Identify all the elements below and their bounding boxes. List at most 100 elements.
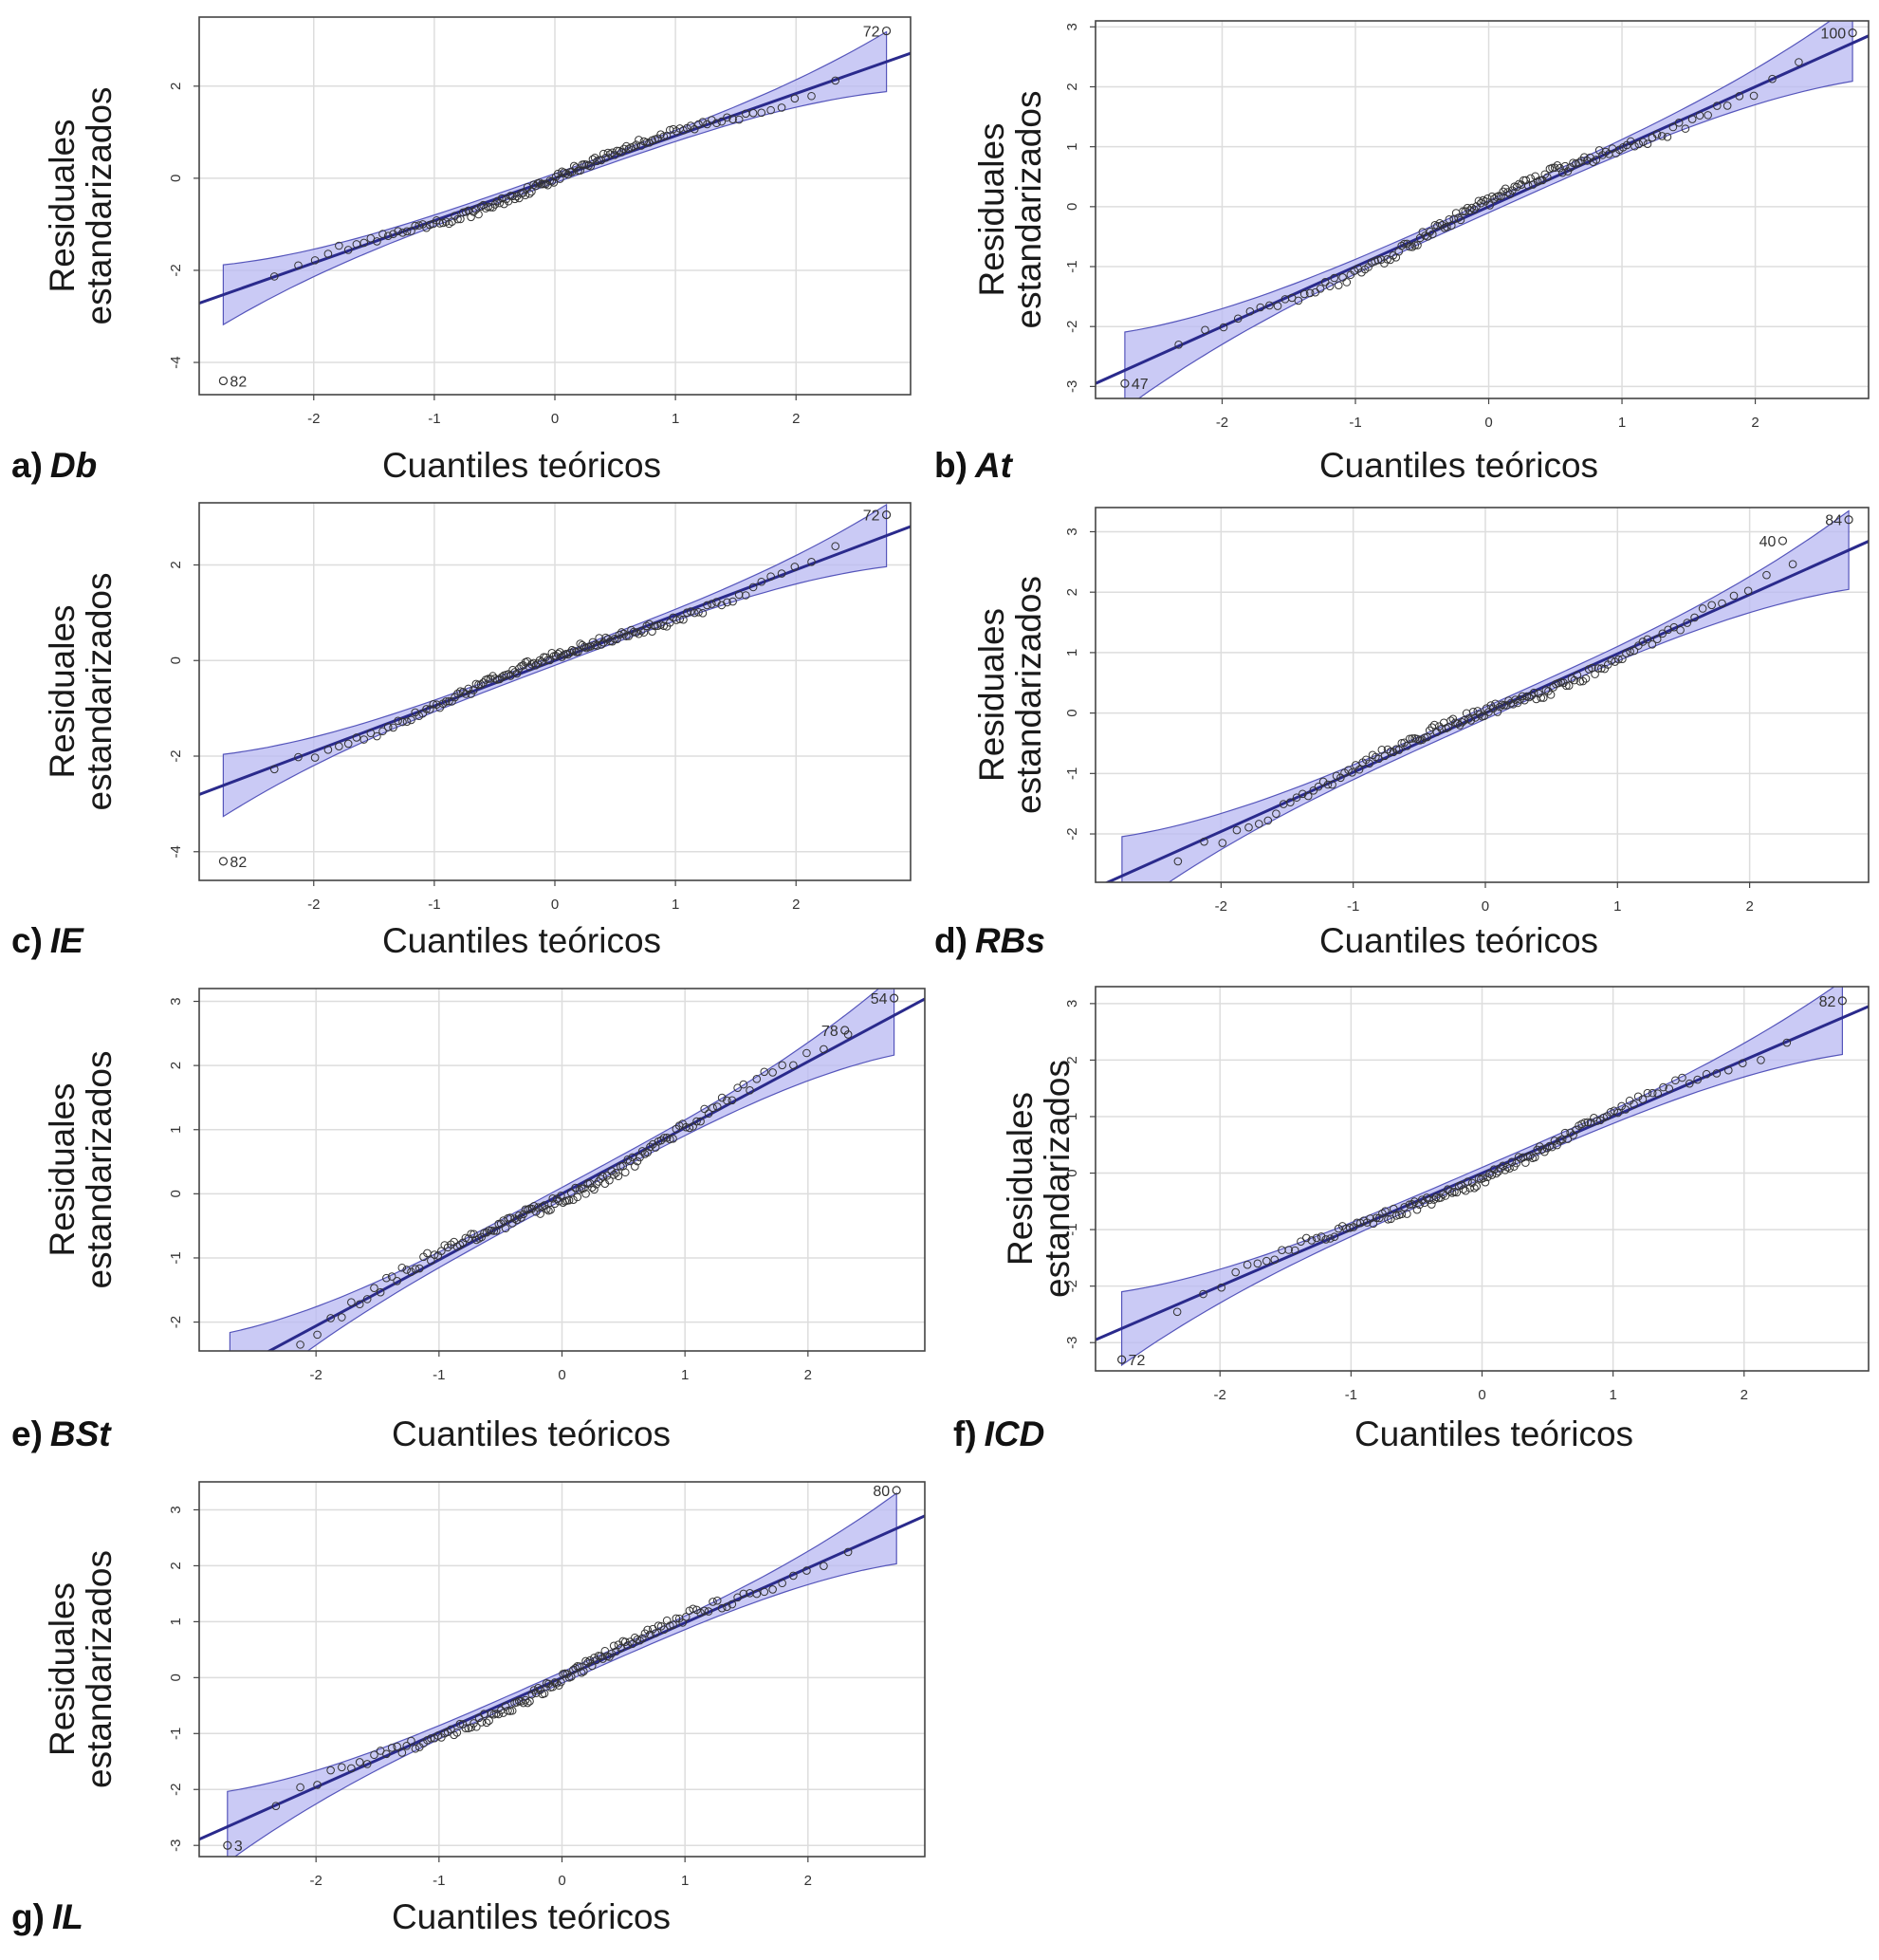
plot-frame	[1095, 507, 1870, 883]
residual-point	[1531, 172, 1539, 181]
y-tick-label: 3	[168, 997, 184, 1005]
outlier-point	[840, 1026, 850, 1035]
residual-point	[1578, 676, 1588, 686]
residual-point	[569, 161, 579, 171]
y-tick-label: 2	[168, 83, 184, 90]
residual-point	[675, 615, 685, 623]
plot-area	[1096, 987, 1869, 1367]
residual-point	[717, 1093, 727, 1102]
residual-point	[485, 1716, 493, 1725]
residual-point	[1373, 255, 1383, 265]
residual-point	[1676, 625, 1685, 635]
residual-point	[1435, 219, 1445, 228]
residual-point	[458, 1720, 468, 1729]
residual-point	[1328, 780, 1336, 789]
x-tick-label: 0	[558, 1873, 565, 1889]
y-tick-label: -1	[1064, 260, 1080, 272]
residual-point	[613, 635, 621, 644]
residual-point	[525, 1696, 534, 1706]
residual-point	[709, 1103, 717, 1113]
residual-point	[310, 753, 320, 762]
residual-point	[519, 1210, 528, 1219]
residual-point	[397, 1748, 407, 1757]
residual-point	[343, 739, 353, 749]
residual-point	[1543, 173, 1552, 182]
residual-point	[1453, 719, 1462, 728]
residual-point	[728, 597, 737, 606]
residual-point	[1245, 306, 1255, 316]
residual-point	[553, 169, 562, 178]
residual-point	[1272, 809, 1280, 818]
residual-point	[1681, 124, 1690, 133]
residual-point	[698, 608, 708, 618]
residual-point	[1537, 693, 1546, 702]
residual-point	[577, 1184, 586, 1193]
plot-area	[199, 1491, 925, 1857]
residual-point	[1630, 646, 1639, 656]
residual-point	[1389, 748, 1398, 757]
residual-point	[335, 742, 343, 751]
residual-point	[407, 1267, 415, 1276]
residual-point	[1303, 791, 1313, 801]
x-tick-label: -1	[428, 897, 440, 913]
residual-point	[1457, 1180, 1465, 1190]
residual-point	[1538, 176, 1547, 185]
x-tick-label: -2	[310, 1367, 322, 1383]
residual-point	[1390, 1204, 1398, 1213]
residual-point	[1668, 122, 1678, 132]
residual-point	[486, 203, 495, 212]
residual-point	[694, 120, 703, 129]
residual-point	[347, 1764, 356, 1773]
residual-point	[1507, 1157, 1517, 1167]
residual-point	[703, 120, 711, 129]
residual-point	[760, 1067, 769, 1077]
residual-point	[1626, 647, 1634, 656]
residual-point	[362, 1760, 372, 1768]
reference-line	[1096, 1005, 1869, 1341]
residual-point	[512, 1215, 522, 1225]
residual-point	[777, 569, 786, 578]
residual-point	[790, 563, 800, 571]
y-tick-label: 1	[1064, 142, 1080, 150]
residual-point	[1244, 823, 1253, 832]
residual-point	[1570, 675, 1579, 685]
residual-point	[531, 1208, 541, 1216]
y-axis-title: Residualesestandarizados	[43, 573, 119, 811]
panel-label: d) RBs	[934, 921, 1045, 960]
residual-point	[1318, 777, 1328, 786]
x-axis-title: Cuantiles teóricos	[382, 921, 661, 960]
y-tick-label: -2	[1064, 1280, 1080, 1292]
residual-point	[1458, 718, 1466, 727]
residual-point	[501, 1224, 510, 1233]
residual-point	[1614, 655, 1623, 664]
residual-point	[1521, 176, 1531, 185]
panel-label: a) Db	[11, 446, 97, 485]
residual-point	[1365, 759, 1373, 768]
residual-point	[269, 765, 279, 774]
residual-point	[1384, 1215, 1392, 1224]
residual-point	[582, 643, 591, 653]
x-tick-label: 2	[804, 1367, 812, 1383]
residual-point	[1273, 302, 1282, 310]
residual-point	[531, 660, 541, 670]
residual-point	[733, 1593, 742, 1602]
qq-panel-db: 72 82 -2 -1 0 1 2 -4 -2 0 2 Residualesestandarizado…	[11, 16, 912, 485]
residual-point	[723, 598, 731, 607]
residual-point	[383, 723, 393, 731]
residual-point	[790, 94, 800, 103]
residual-point	[571, 1183, 580, 1193]
y-axis-title-line1: Residuales	[1001, 1092, 1040, 1266]
residual-point	[494, 1710, 504, 1719]
residual-point	[666, 1135, 674, 1144]
residual-point	[632, 140, 641, 149]
residual-point	[1428, 230, 1437, 239]
reference-line	[266, 997, 925, 1351]
residual-point	[637, 1634, 647, 1643]
residual-point	[1286, 798, 1295, 806]
y-axis-title-line1: Residuales	[972, 608, 1011, 782]
residual-point	[1583, 1118, 1593, 1127]
residual-point	[741, 591, 750, 600]
residual-point	[614, 1172, 623, 1181]
residual-point	[1633, 1092, 1643, 1101]
residual-point	[402, 1742, 412, 1750]
